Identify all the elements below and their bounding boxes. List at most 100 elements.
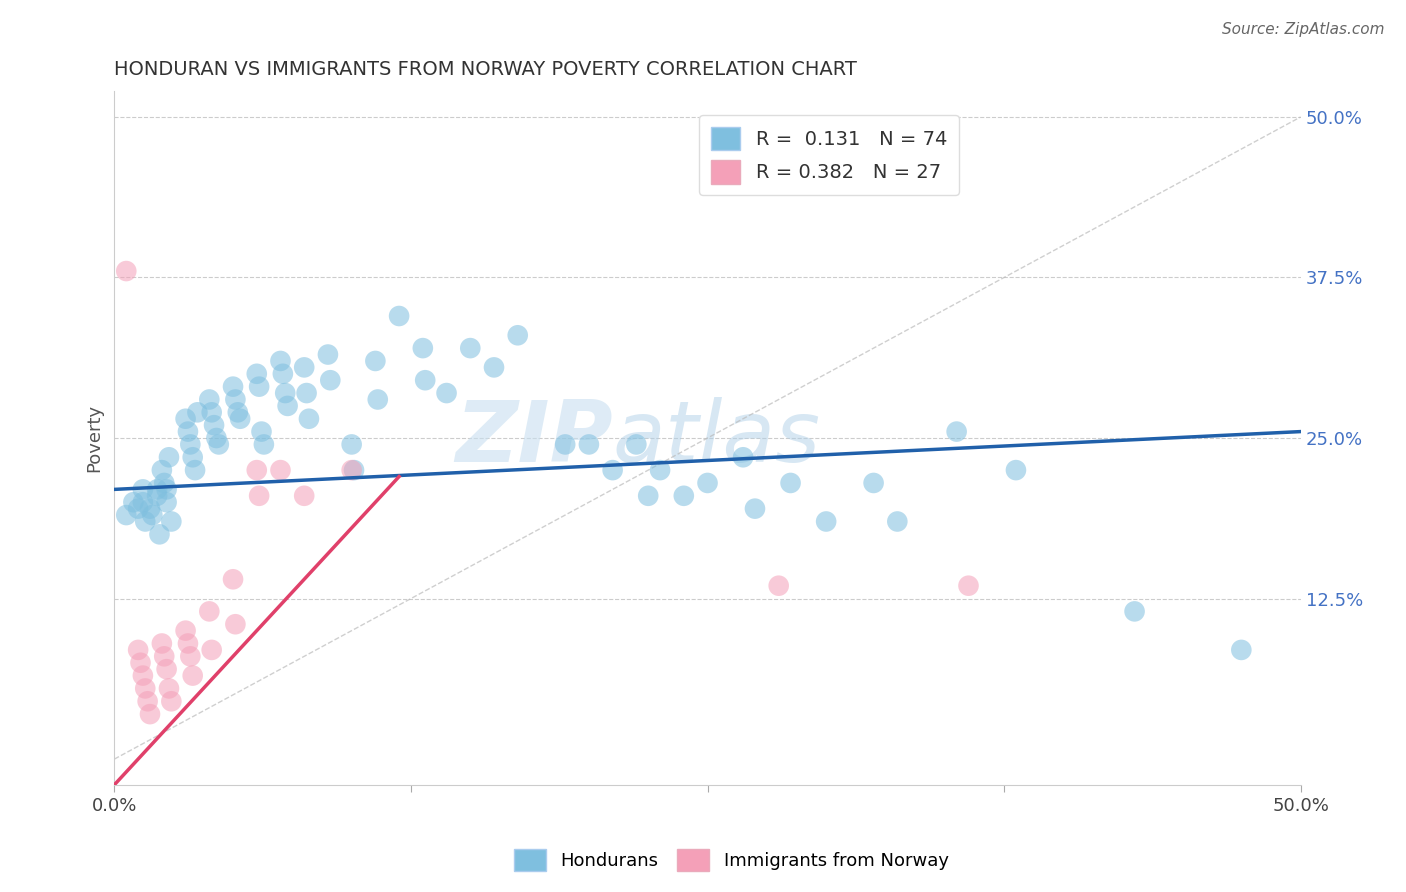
- Text: HONDURAN VS IMMIGRANTS FROM NORWAY POVERTY CORRELATION CHART: HONDURAN VS IMMIGRANTS FROM NORWAY POVER…: [114, 60, 858, 78]
- Point: [115, 264, 138, 278]
- Point: [367, 392, 389, 407]
- Point: [153, 475, 176, 490]
- Point: [202, 418, 225, 433]
- Point: [201, 405, 224, 419]
- Point: [155, 483, 177, 497]
- Point: [602, 463, 624, 477]
- Point: [271, 367, 294, 381]
- Point: [246, 367, 269, 381]
- Point: [157, 450, 180, 465]
- Point: [181, 668, 204, 682]
- Point: [1123, 604, 1146, 618]
- Point: [343, 463, 366, 477]
- Point: [141, 508, 163, 522]
- Point: [247, 489, 270, 503]
- Point: [115, 508, 138, 522]
- Point: [150, 636, 173, 650]
- Point: [160, 515, 183, 529]
- Point: [626, 437, 648, 451]
- Text: Source: ZipAtlas.com: Source: ZipAtlas.com: [1222, 22, 1385, 37]
- Point: [388, 309, 411, 323]
- Point: [198, 392, 221, 407]
- Point: [201, 643, 224, 657]
- Point: [177, 425, 200, 439]
- Point: [148, 527, 170, 541]
- Point: [174, 624, 197, 638]
- Point: [340, 463, 363, 477]
- Point: [155, 662, 177, 676]
- Point: [1005, 463, 1028, 477]
- Point: [364, 354, 387, 368]
- Point: [247, 379, 270, 393]
- Point: [146, 489, 169, 503]
- Point: [436, 386, 458, 401]
- Point: [672, 489, 695, 503]
- Point: [815, 515, 838, 529]
- Point: [274, 386, 297, 401]
- Point: [222, 379, 245, 393]
- Point: [224, 617, 246, 632]
- Point: [506, 328, 529, 343]
- Point: [292, 360, 315, 375]
- Point: [319, 373, 342, 387]
- Point: [229, 411, 252, 425]
- Point: [134, 681, 156, 696]
- Point: [648, 463, 671, 477]
- Point: [292, 489, 315, 503]
- Point: [578, 437, 600, 451]
- Point: [298, 411, 321, 425]
- Y-axis label: Poverty: Poverty: [86, 404, 103, 472]
- Point: [277, 399, 299, 413]
- Point: [127, 643, 149, 657]
- Point: [696, 475, 718, 490]
- Point: [482, 360, 505, 375]
- Point: [458, 341, 481, 355]
- Point: [413, 373, 436, 387]
- Point: [269, 354, 291, 368]
- Point: [186, 405, 208, 419]
- Point: [127, 501, 149, 516]
- Point: [146, 483, 169, 497]
- Point: [179, 437, 201, 451]
- Legend: R =  0.131   N = 74, R = 0.382   N = 27: R = 0.131 N = 74, R = 0.382 N = 27: [699, 115, 959, 195]
- Point: [744, 501, 766, 516]
- Point: [132, 483, 155, 497]
- Point: [198, 604, 221, 618]
- Point: [246, 463, 269, 477]
- Point: [250, 425, 273, 439]
- Point: [139, 501, 162, 516]
- Point: [554, 437, 576, 451]
- Point: [132, 668, 155, 682]
- Point: [862, 475, 884, 490]
- Point: [153, 649, 176, 664]
- Point: [181, 450, 204, 465]
- Point: [129, 656, 152, 670]
- Text: ZIP: ZIP: [456, 397, 613, 480]
- Point: [205, 431, 228, 445]
- Point: [179, 649, 201, 664]
- Point: [1230, 643, 1253, 657]
- Point: [637, 489, 659, 503]
- Point: [132, 495, 155, 509]
- Point: [155, 495, 177, 509]
- Point: [768, 579, 790, 593]
- Point: [957, 579, 980, 593]
- Point: [253, 437, 276, 451]
- Point: [222, 572, 245, 586]
- Point: [136, 694, 159, 708]
- Point: [177, 636, 200, 650]
- Point: [269, 463, 291, 477]
- Point: [139, 707, 162, 722]
- Point: [224, 392, 246, 407]
- Point: [733, 450, 755, 465]
- Point: [295, 386, 318, 401]
- Text: atlas: atlas: [613, 397, 821, 480]
- Point: [226, 405, 249, 419]
- Point: [208, 437, 231, 451]
- Point: [779, 475, 801, 490]
- Point: [157, 681, 180, 696]
- Point: [886, 515, 908, 529]
- Point: [316, 347, 339, 361]
- Point: [122, 495, 145, 509]
- Point: [174, 411, 197, 425]
